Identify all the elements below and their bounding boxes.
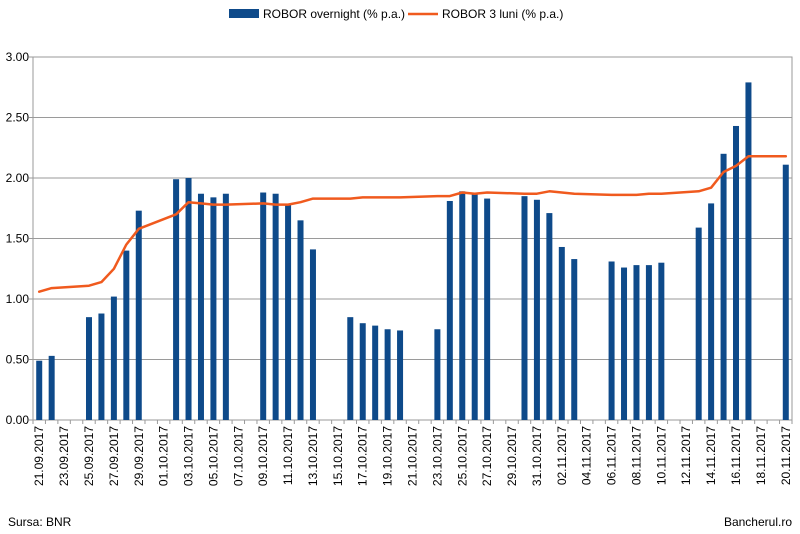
- x-tick-label: 23.10.2017: [430, 426, 444, 486]
- bar-robor-overnight: [621, 267, 628, 420]
- x-tick-label: 17.10.2017: [356, 426, 370, 486]
- bar-robor-overnight: [658, 262, 665, 420]
- bar-robor-overnight: [745, 82, 752, 420]
- x-tick-label: 18.11.2017: [754, 426, 768, 485]
- bar-robor-overnight: [546, 213, 553, 420]
- bar-robor-overnight: [384, 329, 391, 420]
- bar-robor-overnight: [185, 178, 192, 420]
- bar-robor-overnight: [197, 193, 204, 420]
- bar-robor-overnight: [533, 199, 540, 420]
- plot-area: 0.00 0.50 1.00 1.50 2.00 2.50 3.00 21.09.2017 23…: [6, 50, 793, 486]
- legend: ROBOR overnight (% p.a.) ROBOR 3 luni (%…: [229, 7, 563, 21]
- y-tick-label: 2.00: [6, 171, 30, 185]
- bar-robor-overnight: [720, 153, 727, 421]
- bar-robor-overnight: [272, 193, 279, 420]
- x-tick-label: 20.11.2017: [779, 426, 793, 485]
- y-tick-label: 3.00: [6, 50, 30, 64]
- x-tick-label: 10.11.2017: [654, 426, 668, 485]
- x-tick-label: 04.11.2017: [580, 426, 594, 485]
- x-tick-label: 23.09.2017: [57, 426, 71, 486]
- bar-robor-overnight: [782, 164, 789, 420]
- bar-robor-overnight: [471, 192, 478, 420]
- y-tick-label: 0.50: [6, 353, 30, 367]
- bar-robor-overnight: [260, 192, 267, 420]
- x-tick-label: 27.10.2017: [480, 426, 494, 486]
- bar-robor-overnight: [397, 330, 404, 420]
- bar-robor-overnight: [135, 210, 142, 420]
- y-tick-label: 0.00: [6, 413, 30, 427]
- legend-bar-label: ROBOR overnight (% p.a.): [263, 7, 405, 21]
- brand-label: Bancherul.ro: [724, 515, 792, 529]
- source-note: Sursa: BNR: [8, 515, 72, 529]
- x-tick-label: 02.11.2017: [555, 426, 569, 485]
- bar-robor-overnight: [695, 227, 702, 420]
- x-tick-label: 13.10.2017: [306, 426, 320, 486]
- x-tick-label: 01.10.2017: [157, 426, 171, 486]
- bar-robor-overnight: [733, 125, 740, 420]
- bar-robor-overnight: [434, 329, 441, 420]
- bar-robor-overnight: [708, 203, 715, 420]
- x-tick-label: 11.10.2017: [281, 426, 295, 485]
- bar-robor-overnight: [608, 261, 615, 420]
- x-tick-label: 03.10.2017: [182, 426, 196, 486]
- bar-robor-overnight: [446, 200, 453, 420]
- bar-robor-overnight: [222, 193, 229, 420]
- x-tick-label: 21.09.2017: [32, 426, 46, 486]
- bar-robor-overnight: [173, 179, 180, 420]
- bar-robor-overnight: [459, 191, 466, 420]
- x-tick-label: 06.11.2017: [605, 426, 619, 485]
- bar-robor-overnight: [645, 265, 652, 420]
- x-tick-label: 29.10.2017: [505, 426, 519, 486]
- x-tick-label: 14.11.2017: [704, 426, 718, 485]
- y-tick-label: 2.50: [6, 111, 30, 125]
- bar-robor-overnight: [285, 204, 292, 420]
- x-tick-label: 09.10.2017: [256, 426, 270, 486]
- x-tick-label: 27.09.2017: [107, 426, 121, 486]
- bar-robor-overnight: [309, 249, 316, 420]
- x-tick-label: 08.11.2017: [629, 426, 643, 485]
- x-tick-label: 25.09.2017: [82, 426, 96, 486]
- bar-robor-overnight: [372, 325, 379, 420]
- bar-robor-overnight: [210, 197, 217, 420]
- bar-robor-overnight: [85, 317, 92, 420]
- x-tick-label: 21.10.2017: [406, 426, 420, 486]
- x-tick-label: 25.10.2017: [455, 426, 469, 486]
- bar-robor-overnight: [36, 360, 43, 420]
- legend-bar-swatch: [229, 9, 259, 18]
- bar-robor-overnight: [633, 265, 640, 420]
- bar-robor-overnight: [484, 198, 491, 420]
- x-tick-label: 16.11.2017: [729, 426, 743, 485]
- bar-robor-overnight: [521, 196, 528, 420]
- x-tick-label: 19.10.2017: [381, 426, 395, 486]
- bar-robor-overnight: [123, 250, 130, 420]
- x-tick-label: 05.10.2017: [206, 426, 220, 486]
- bar-robor-overnight: [297, 220, 304, 420]
- y-tick-label: 1.50: [6, 232, 30, 246]
- bar-robor-overnight: [98, 313, 105, 420]
- bar-robor-overnight: [48, 355, 55, 420]
- bar-robor-overnight: [110, 296, 117, 420]
- legend-line-label: ROBOR 3 luni (% p.a.): [442, 7, 563, 21]
- x-tick-label: 15.10.2017: [331, 426, 345, 486]
- bar-robor-overnight: [558, 246, 565, 420]
- x-tick-label: 07.10.2017: [231, 426, 245, 486]
- line-robor-3-luni: [37, 154, 788, 293]
- bar-robor-overnight: [347, 317, 354, 420]
- footer: Sursa: BNR Bancherul.ro: [8, 515, 792, 529]
- x-tick-label: 29.09.2017: [132, 426, 146, 486]
- x-tick-label: 31.10.2017: [530, 426, 544, 486]
- bar-robor-overnight: [359, 323, 366, 420]
- bar-robor-overnight: [571, 259, 578, 420]
- y-tick-label: 1.00: [6, 292, 30, 306]
- x-tick-label: 12.11.2017: [679, 426, 693, 485]
